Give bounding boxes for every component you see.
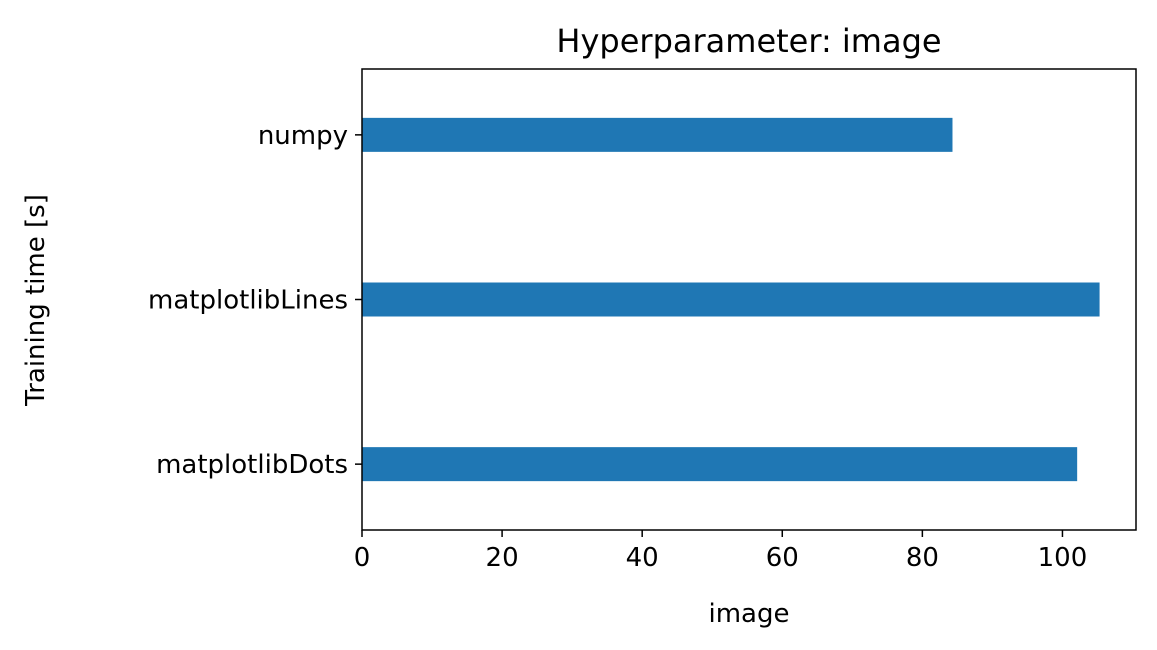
y-tick-label: numpy bbox=[258, 121, 348, 151]
plot-frame bbox=[361, 68, 1137, 531]
x-tick-label: 20 bbox=[486, 543, 519, 573]
y-tick-label: matplotlibLines bbox=[148, 286, 348, 316]
bar bbox=[362, 447, 1078, 482]
bars-group bbox=[362, 117, 1100, 482]
y-axis-label: Training time [s] bbox=[21, 194, 51, 407]
x-tick-label: 100 bbox=[1038, 543, 1088, 573]
x-tick-label: 60 bbox=[766, 543, 799, 573]
x-tick-label: 40 bbox=[626, 543, 659, 573]
chart-title: Hyperparameter: image bbox=[556, 22, 941, 60]
y-tick-label: matplotlibDots bbox=[156, 450, 348, 480]
y-ticks-group: numpy matplotlibLines matplotlibDots bbox=[148, 121, 362, 480]
x-tick-label: 80 bbox=[906, 543, 939, 573]
bar bbox=[362, 117, 953, 152]
x-axis-label: image bbox=[709, 599, 790, 629]
bar bbox=[362, 282, 1100, 317]
x-tick-label: 0 bbox=[354, 543, 371, 573]
x-ticks-group: 0 20 40 60 80 100 bbox=[354, 530, 1088, 573]
